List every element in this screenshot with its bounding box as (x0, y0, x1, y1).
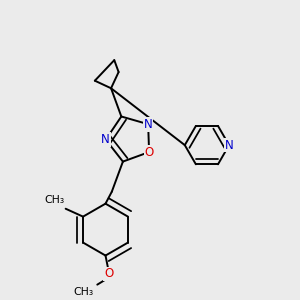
Text: N: N (225, 139, 233, 152)
Text: O: O (104, 267, 113, 280)
Text: CH₃: CH₃ (44, 195, 64, 205)
Text: O: O (145, 146, 154, 159)
Text: CH₃: CH₃ (74, 287, 94, 297)
Text: N: N (101, 133, 110, 146)
Text: N: N (144, 118, 152, 131)
